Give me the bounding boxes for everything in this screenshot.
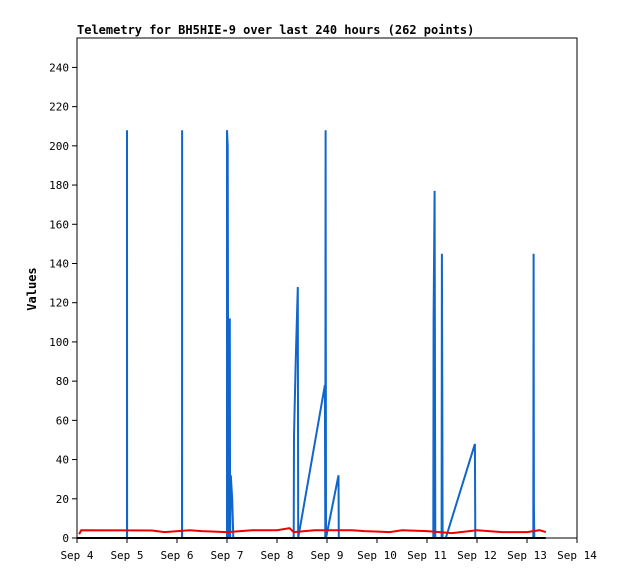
- x-tick-label: Sep 13: [507, 549, 547, 562]
- y-axis-label: Values: [25, 267, 39, 310]
- y-tick-label: 200: [49, 140, 69, 153]
- y-tick-label: 40: [56, 454, 69, 467]
- x-tick-label: Sep 10: [357, 549, 397, 562]
- x-tick-label: Sep 5: [110, 549, 143, 562]
- x-tick-label: Sep 4: [60, 549, 93, 562]
- y-tick-label: 220: [49, 101, 69, 114]
- chart-title: Telemetry for BH5HIE-9 over last 240 hou…: [77, 23, 474, 37]
- y-tick-label: 100: [49, 336, 69, 349]
- x-tick-label: Sep 14: [557, 549, 597, 562]
- y-tick-label: 140: [49, 257, 69, 270]
- y-tick-label: 240: [49, 61, 69, 74]
- x-tick-label: Sep 12: [457, 549, 497, 562]
- series-line-2: [78, 527, 547, 535]
- x-tick-label: Sep 11: [407, 549, 447, 562]
- y-tick-label: 60: [56, 414, 69, 427]
- x-tick-label: Sep 7: [210, 549, 243, 562]
- y-tick-label: 120: [49, 297, 69, 310]
- y-tick-label: 160: [49, 218, 69, 231]
- x-tick-label: Sep 8: [260, 549, 293, 562]
- x-tick-label: Sep 9: [310, 549, 343, 562]
- series-line-1: [77, 130, 536, 539]
- y-tick-label: 20: [56, 493, 69, 506]
- y-tick-label: 80: [56, 375, 69, 388]
- y-tick-label: 180: [49, 179, 69, 192]
- y-tick-label: 0: [62, 532, 69, 545]
- x-tick-label: Sep 6: [160, 549, 193, 562]
